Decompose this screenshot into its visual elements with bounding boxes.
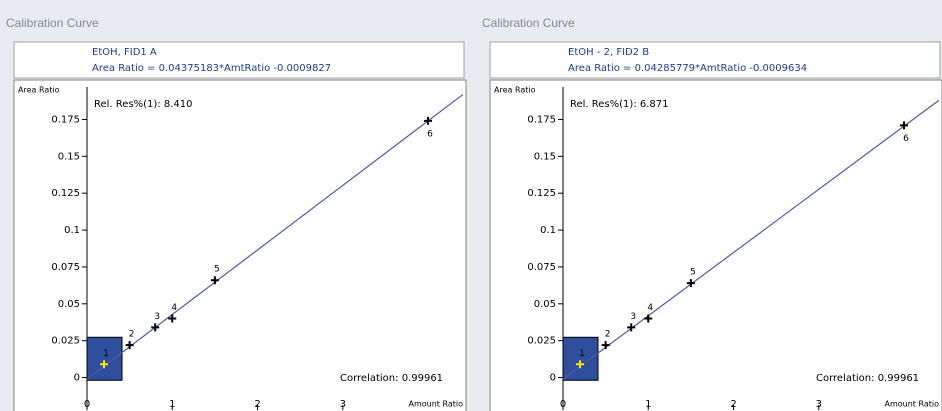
data-point [644, 314, 653, 323]
chart-subtitle: Area Ratio = 0.04375183*AmtRatio -0.0009… [92, 63, 331, 74]
x-tick-label: 0 [560, 399, 566, 410]
point-label: 4 [647, 303, 653, 313]
y-tick-label: 0 [74, 373, 80, 384]
y-axis-label: Area Ratio [494, 86, 536, 95]
y-axis-label: Area Ratio [18, 86, 60, 95]
x-tick-label: 1 [169, 399, 175, 410]
y-tick-label: 0.025 [51, 336, 80, 347]
data-point [125, 341, 134, 350]
panel: Calibration Curve EtOH, FID1 A Area Ratio … [6, 16, 467, 411]
x-tick-label: 3 [340, 399, 346, 410]
data-point [168, 314, 177, 323]
data-point [424, 116, 433, 125]
chart-title: EtOH, FID1 A [92, 47, 157, 58]
chart-subtitle: Area Ratio = 0.04285779*AmtRatio -0.0009… [568, 63, 807, 74]
data-point [627, 323, 636, 332]
annotation: Correlation: 0.99961 [816, 373, 919, 384]
point-label: 3 [154, 312, 160, 322]
point-label: 6 [903, 134, 909, 144]
header-box [13, 41, 465, 79]
y-tick-label: 0.175 [51, 114, 80, 125]
point-label: 2 [605, 330, 611, 340]
annotation: Correlation: 0.99961 [340, 373, 443, 384]
point-label: 6 [427, 129, 433, 139]
x-axis-label: Amount Ratio [408, 400, 463, 409]
y-tick-label: 0.1 [540, 225, 556, 236]
x-tick-label: 0 [84, 399, 90, 410]
y-tick-label: 0.075 [51, 262, 80, 273]
y-tick-label: 0.05 [58, 299, 80, 310]
x-tick-label: 2 [730, 399, 736, 410]
data-point [210, 276, 219, 285]
data-point [686, 279, 695, 288]
x-tick-label: 1 [645, 399, 651, 410]
point-label: 1 [579, 349, 585, 359]
point-label: 5 [690, 268, 696, 278]
selection-box [562, 336, 599, 381]
data-point [576, 360, 585, 369]
point-label: 5 [214, 265, 220, 275]
plot-frame [489, 79, 942, 411]
data-point [100, 360, 109, 369]
point-label: 4 [171, 303, 177, 313]
selection-box [86, 336, 123, 381]
y-tick-label: 0.1 [64, 225, 80, 236]
y-tick-label: 0.15 [534, 151, 556, 162]
fit-line [563, 99, 939, 380]
data-point [151, 323, 160, 332]
chart-title: EtOH - 2, FID2 B [568, 47, 649, 58]
y-tick-label: 0.15 [58, 151, 80, 162]
panel-title: Calibration Curve [482, 16, 575, 30]
point-label: 2 [129, 330, 135, 340]
y-tick-label: 0.025 [527, 336, 556, 347]
fit-line [87, 93, 463, 380]
panel-title: Calibration Curve [6, 16, 99, 30]
y-tick-label: 0.125 [527, 188, 556, 199]
data-point [900, 121, 909, 130]
annotation: Rel. Res%(1): 6.871 [570, 99, 669, 110]
x-axis-label: Amount Ratio [884, 400, 939, 409]
header-box [489, 41, 941, 79]
y-tick-label: 0.05 [534, 299, 556, 310]
x-tick-label: 3 [816, 399, 822, 410]
point-label: 3 [630, 312, 636, 322]
data-point [601, 341, 610, 350]
y-tick-label: 0.175 [527, 114, 556, 125]
annotation: Rel. Res%(1): 8.410 [94, 99, 193, 110]
plot-frame [13, 79, 467, 411]
point-label: 1 [103, 349, 109, 359]
x-tick-label: 2 [254, 399, 260, 410]
y-tick-label: 0.125 [51, 188, 80, 199]
panel: Calibration Curve EtOH - 2, FID2 B Area Ra… [482, 16, 942, 411]
y-tick-label: 0 [550, 373, 556, 384]
y-tick-label: 0.075 [527, 262, 556, 273]
